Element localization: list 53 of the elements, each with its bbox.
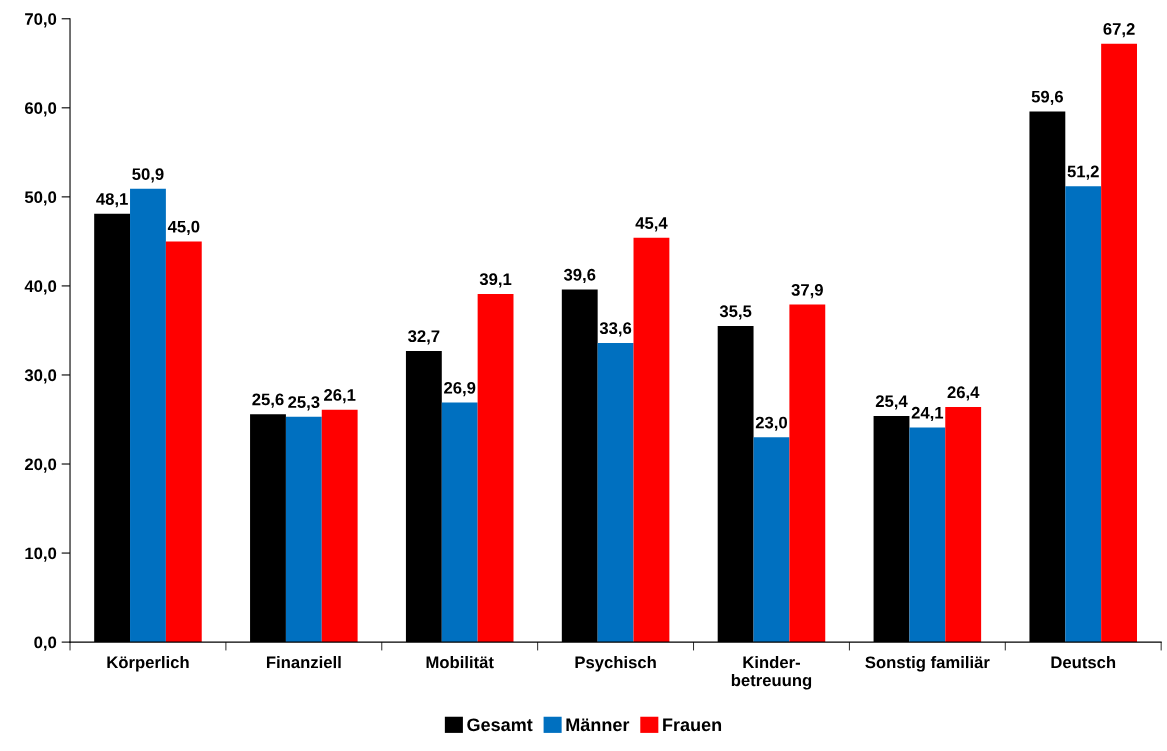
x-tick-label: Körperlich [107,655,189,672]
legend-label: Männer [566,718,630,732]
bar [1101,43,1137,643]
bar [165,241,202,643]
data-label: 25,4 [875,395,908,410]
bar [285,416,322,643]
legend-label: Frauen [663,718,722,732]
bar [753,437,790,643]
bar [321,409,358,643]
data-label: 23,0 [755,416,788,431]
y-tick-label: 60,0 [25,102,57,117]
x-tick-label: Kinder- betreuung [731,655,812,690]
data-label: 51,2 [1067,165,1099,180]
data-label: 37,9 [791,283,823,299]
data-label: 45,0 [167,220,200,235]
data-label: 26,1 [324,389,356,404]
bar [909,427,946,643]
data-label: 26,9 [444,381,476,397]
y-tick-label: 0,0 [34,636,57,651]
x-tick-label: Psychisch [575,655,656,672]
y-tick-label: 20,0 [24,458,57,473]
x-tick-label: Deutsch [1051,655,1116,669]
x-tick-label: Finanziell [266,655,341,669]
bar [945,407,982,643]
bar [130,188,166,643]
bar [789,304,826,643]
data-label: 25,3 [288,396,320,411]
legend-label: Gesamt [467,718,533,732]
bar [1065,186,1102,643]
y-tick-label: 10,0 [25,547,57,562]
y-tick-label: 50,0 [24,191,57,206]
data-label: 32,7 [408,330,440,345]
data-label: 25,6 [252,393,284,408]
bar [633,237,670,643]
bar [597,342,634,643]
data-label: 39,1 [479,273,512,288]
data-label: 24,1 [911,406,944,422]
data-label: 59,6 [1031,90,1063,105]
data-label: 50,9 [132,168,164,183]
x-tick-label: Mobilität [426,655,494,669]
data-label: 35,5 [719,305,752,320]
data-label: 26,4 [947,386,980,401]
bar [441,402,478,643]
data-label: 45,4 [635,217,668,232]
y-tick-label: 40,0 [24,280,57,295]
data-label: 33,6 [599,322,632,337]
bar [477,293,514,643]
data-label: 48,1 [96,193,128,208]
x-tick-label: Sonstig familiär [865,655,990,672]
data-label: 39,6 [563,268,596,284]
y-tick-label: 30,0 [24,369,57,384]
data-label: 67,2 [1103,23,1135,38]
y-tick-label: 70,0 [25,13,57,28]
